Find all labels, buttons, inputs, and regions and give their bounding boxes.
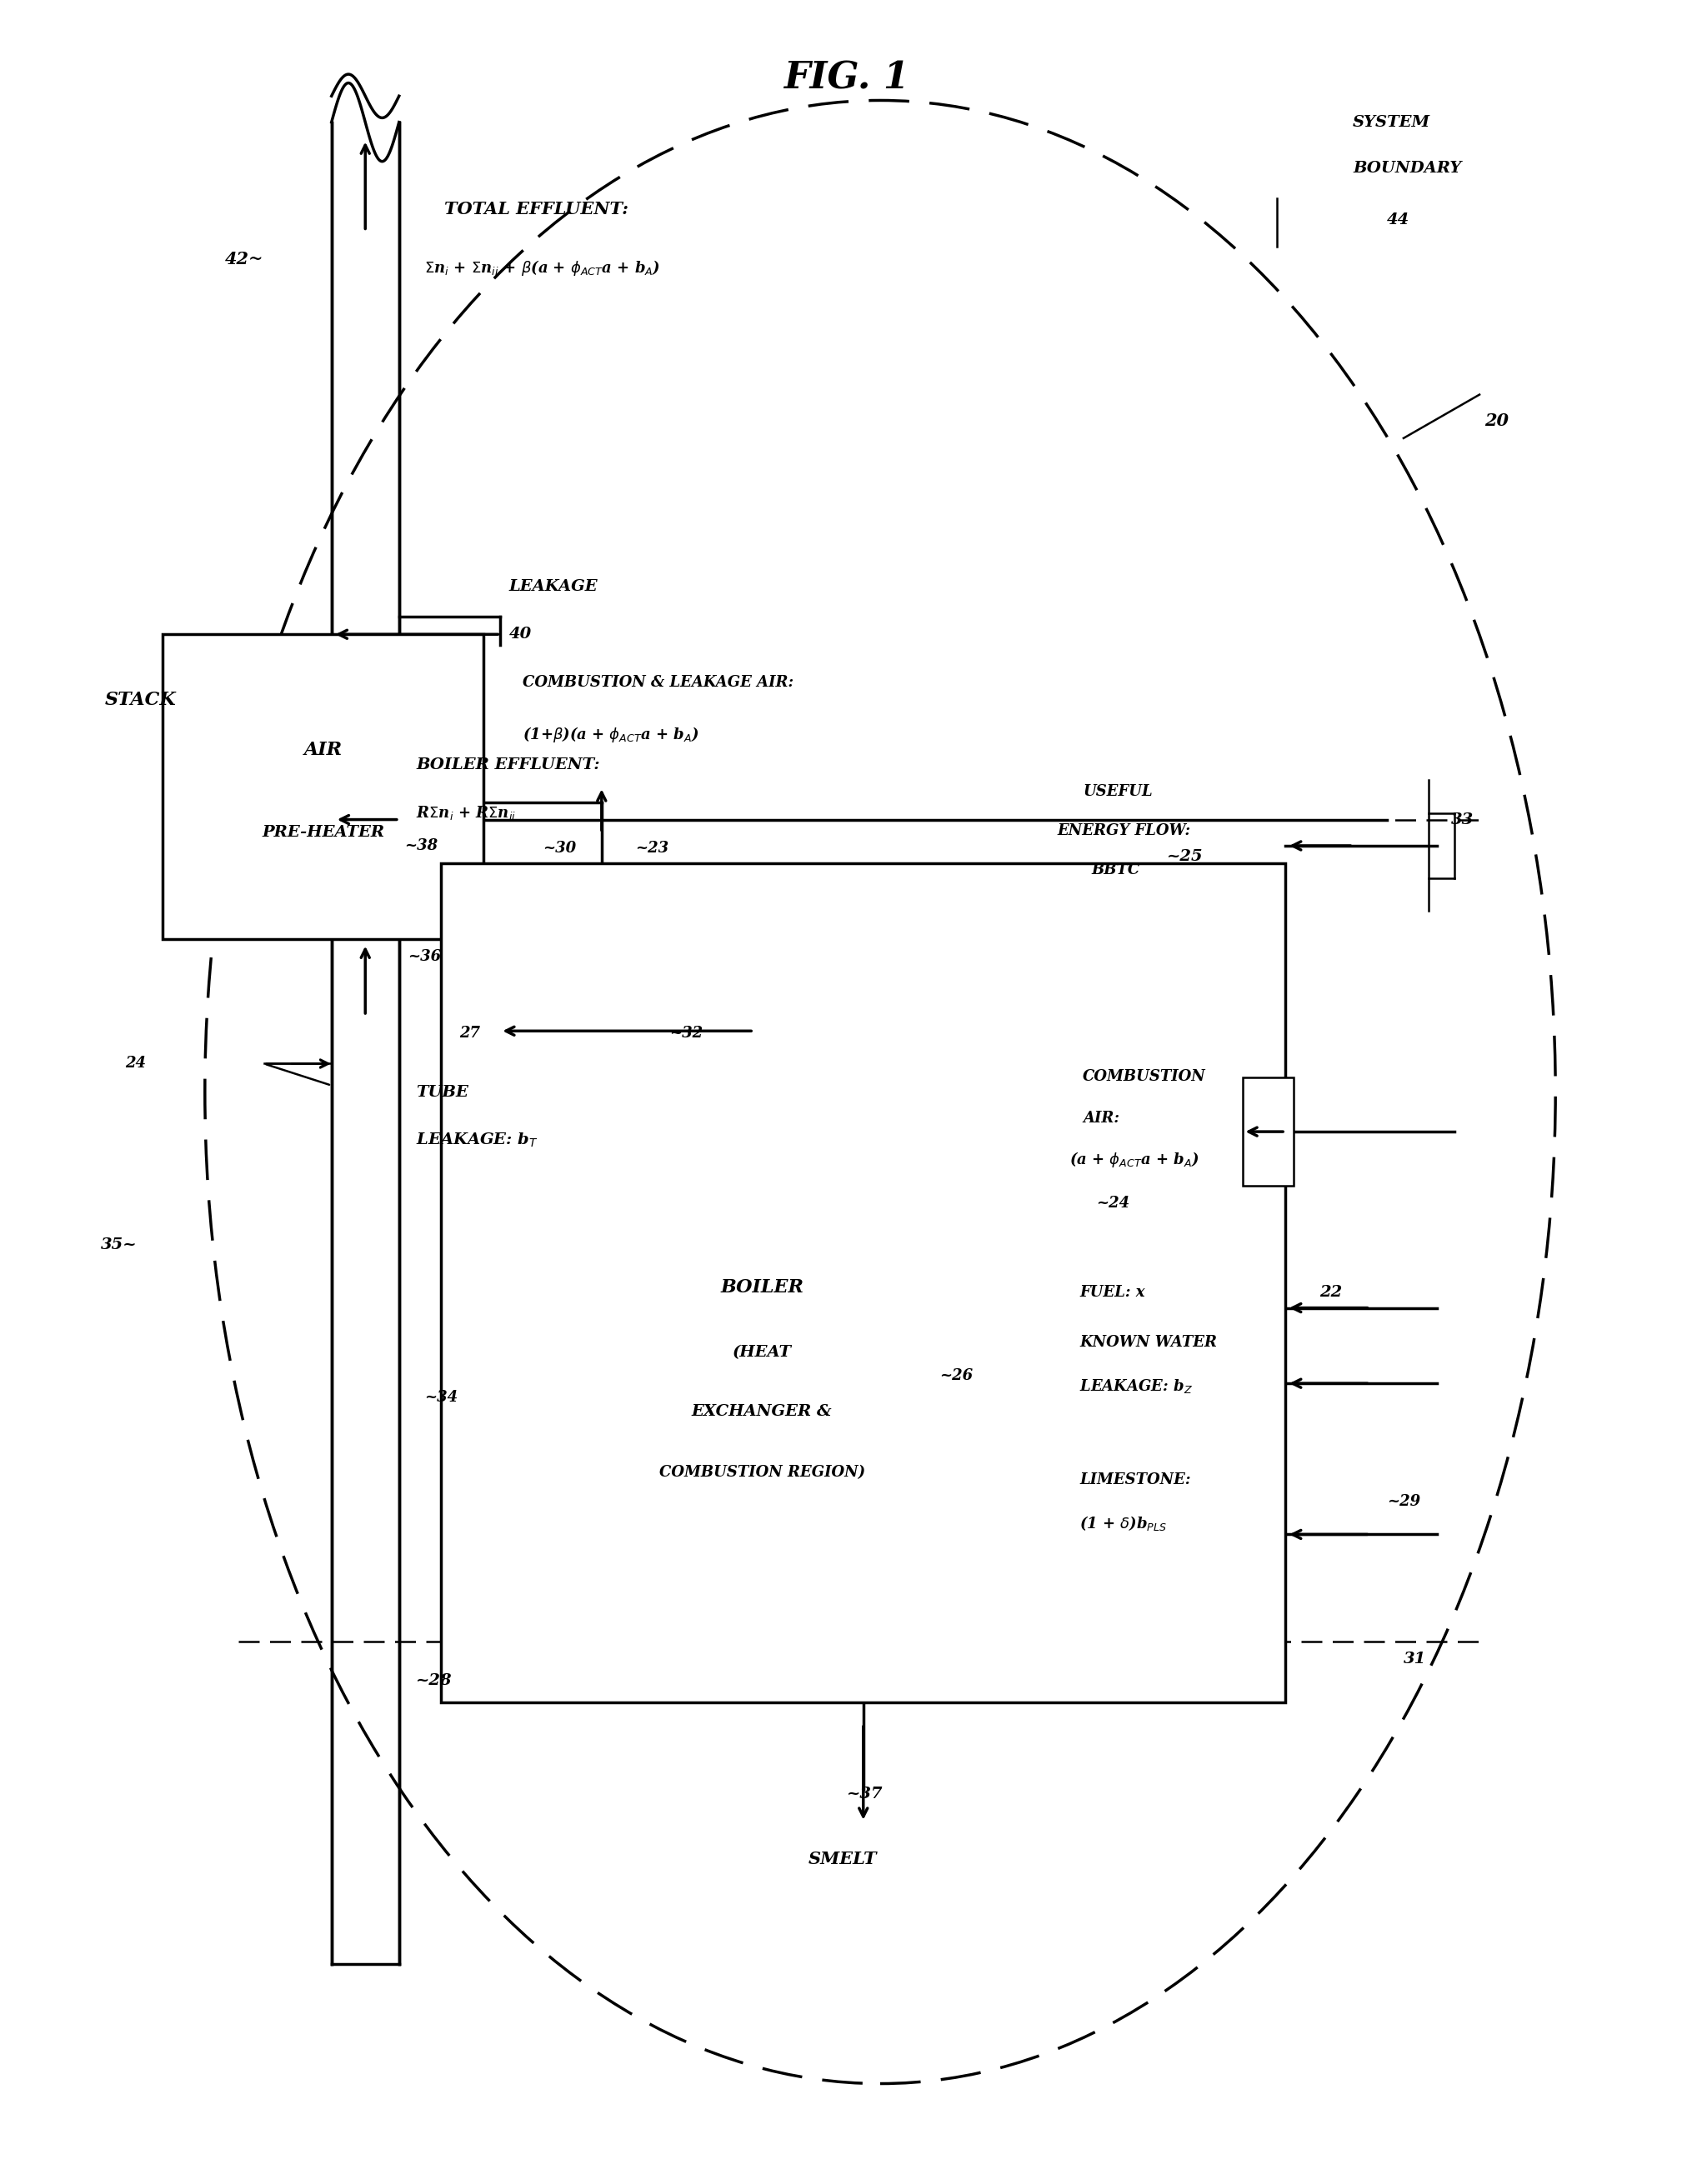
Text: ~30: ~30: [543, 841, 575, 856]
Text: 20: 20: [1484, 413, 1508, 428]
Text: TOTAL EFFLUENT:: TOTAL EFFLUENT:: [445, 201, 628, 218]
Text: ~34: ~34: [425, 1389, 457, 1404]
Text: ~37: ~37: [846, 1787, 882, 1802]
Text: $\Sigma$n$_i$ + $\Sigma$n$_{ii}$ + $\beta$(a + $\phi_{ACT}$a + b$_A$): $\Sigma$n$_i$ + $\Sigma$n$_{ii}$ + $\bet…: [425, 258, 660, 277]
Text: FUEL: x: FUEL: x: [1079, 1284, 1144, 1299]
Text: LIMESTONE:: LIMESTONE:: [1079, 1472, 1189, 1487]
Text: R$\Sigma$n$_i$ + R$\Sigma$n$_{ii}$: R$\Sigma$n$_i$ + R$\Sigma$n$_{ii}$: [416, 804, 516, 821]
Text: AIR: AIR: [303, 740, 342, 760]
Text: (1 + $\delta$)b$_{PLS}$: (1 + $\delta$)b$_{PLS}$: [1079, 1514, 1166, 1533]
Text: ~25: ~25: [1166, 850, 1203, 865]
Text: 44: 44: [1386, 212, 1409, 227]
Text: SYSTEM: SYSTEM: [1352, 116, 1430, 129]
Text: SMELT: SMELT: [809, 1850, 876, 1867]
Text: ~29: ~29: [1386, 1494, 1420, 1509]
Text: USEFUL: USEFUL: [1083, 784, 1152, 799]
Text: 33: 33: [1450, 812, 1472, 828]
Text: ~36: ~36: [408, 950, 440, 965]
Text: BOILER EFFLUENT:: BOILER EFFLUENT:: [416, 758, 599, 773]
Text: LEAKAGE: b$_Z$: LEAKAGE: b$_Z$: [1079, 1378, 1193, 1396]
Text: PRE-HEATER: PRE-HEATER: [262, 826, 384, 841]
Text: (a + $\phi_{ACT}$a + b$_A$): (a + $\phi_{ACT}$a + b$_A$): [1069, 1151, 1198, 1168]
Text: STACK: STACK: [105, 690, 176, 710]
Text: 42~: 42~: [225, 251, 264, 269]
Text: 24: 24: [125, 1057, 146, 1070]
Text: ~28: ~28: [416, 1673, 452, 1688]
Text: ~32: ~32: [668, 1026, 702, 1040]
Text: AIR:: AIR:: [1083, 1112, 1118, 1125]
Text: BOILER: BOILER: [721, 1278, 804, 1297]
Text: 35~: 35~: [102, 1236, 137, 1251]
Text: BBTC: BBTC: [1091, 863, 1139, 878]
Text: (HEAT: (HEAT: [733, 1345, 792, 1361]
Text: ~38: ~38: [404, 839, 437, 854]
Text: 22: 22: [1318, 1284, 1342, 1299]
Text: 40: 40: [509, 627, 531, 642]
Text: ~23: ~23: [634, 841, 668, 856]
Text: EXCHANGER &: EXCHANGER &: [692, 1404, 832, 1420]
Bar: [162, 633, 484, 939]
Bar: [1242, 1077, 1293, 1186]
Text: BOUNDARY: BOUNDARY: [1352, 159, 1460, 175]
Text: COMBUSTION: COMBUSTION: [1083, 1070, 1205, 1083]
Text: 27: 27: [459, 1026, 481, 1040]
Text: COMBUSTION & LEAKAGE AIR:: COMBUSTION & LEAKAGE AIR:: [523, 675, 794, 690]
Text: ~24: ~24: [1096, 1195, 1129, 1210]
Text: KNOWN WATER: KNOWN WATER: [1079, 1334, 1217, 1350]
Text: LEAKAGE: LEAKAGE: [509, 579, 597, 594]
Text: (1+$\beta$)(a + $\phi_{ACT}$a + b$_A$): (1+$\beta$)(a + $\phi_{ACT}$a + b$_A$): [523, 725, 699, 745]
Text: ~26: ~26: [939, 1367, 973, 1382]
Text: ENERGY FLOW:: ENERGY FLOW:: [1058, 823, 1189, 839]
Bar: [442, 863, 1284, 1701]
Text: LEAKAGE: b$_T$: LEAKAGE: b$_T$: [416, 1131, 538, 1149]
Text: COMBUSTION REGION): COMBUSTION REGION): [658, 1465, 865, 1481]
Text: 31: 31: [1403, 1651, 1426, 1666]
Text: TUBE: TUBE: [416, 1085, 469, 1099]
Text: FIG. 1: FIG. 1: [783, 61, 909, 96]
